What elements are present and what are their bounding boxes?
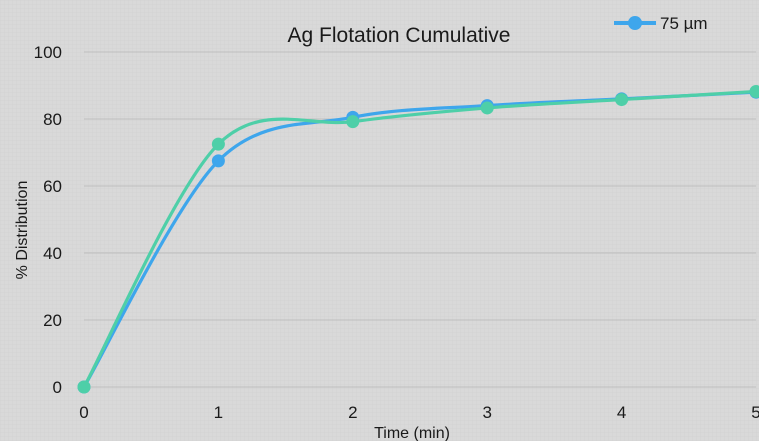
data-point	[211, 154, 225, 168]
chart-title: Ag Flotation Cumulative	[288, 24, 511, 47]
x-tick-label: 3	[482, 403, 491, 422]
data-point	[480, 101, 494, 115]
series-layer	[77, 85, 759, 394]
y-tick-label: 100	[34, 43, 62, 62]
x-tick-label: 2	[348, 403, 357, 422]
x-tick-label: 4	[617, 403, 626, 422]
y-tick-label: 80	[43, 110, 62, 129]
x-axis-ticks: 0 1 2 3 4 5	[79, 403, 759, 422]
legend-label: 75 µm	[660, 14, 708, 33]
data-point	[346, 115, 360, 129]
y-tick-label: 60	[43, 177, 62, 196]
x-tick-label: 5	[751, 403, 759, 422]
y-axis-ticks: 0 20 40 60 80 100	[34, 43, 62, 397]
data-point	[749, 85, 759, 99]
legend-swatch-marker	[628, 16, 642, 30]
y-tick-label: 40	[43, 244, 62, 263]
x-tick-label: 0	[79, 403, 88, 422]
data-point	[211, 137, 225, 151]
y-axis-label: % Distribution	[14, 181, 31, 280]
data-point	[615, 93, 629, 107]
x-axis-label: Time (min)	[374, 425, 450, 441]
legend: 75 µm	[614, 14, 708, 33]
x-tick-label: 1	[214, 403, 223, 422]
y-tick-label: 0	[53, 378, 62, 397]
y-tick-label: 20	[43, 311, 62, 330]
data-point	[77, 380, 91, 394]
